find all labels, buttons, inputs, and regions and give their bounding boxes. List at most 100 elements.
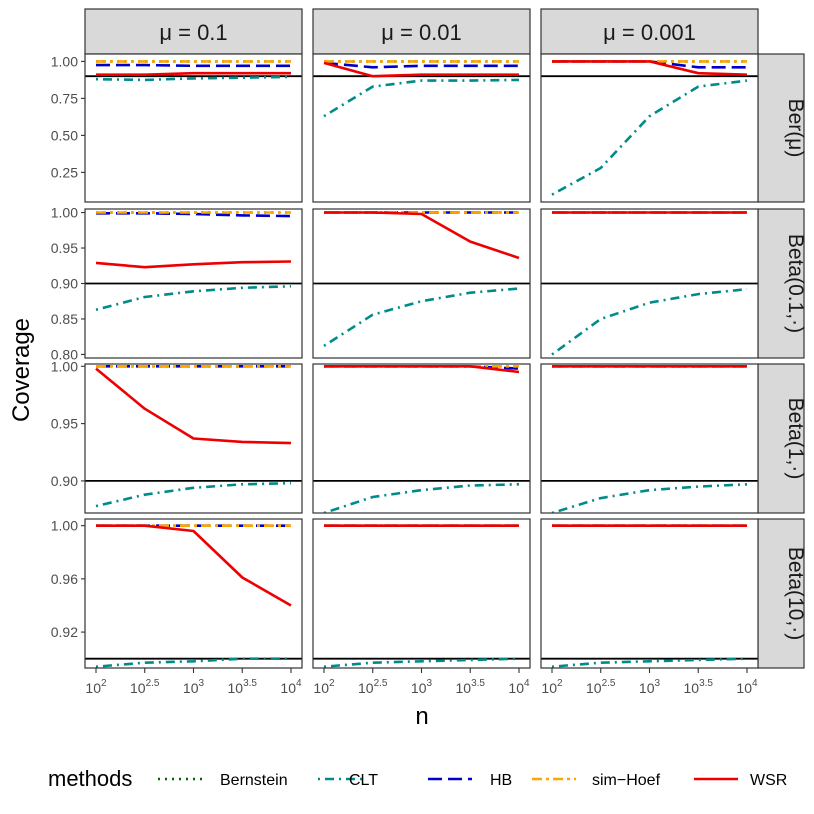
y-tick-label: 1.00 [51, 358, 78, 374]
y-tick-label: 0.90 [51, 473, 78, 489]
panel-border [540, 53, 759, 203]
panel [84, 363, 303, 514]
y-axis: 0.92 0.96 1.00 [51, 518, 85, 640]
x-tick-label: 103.5 [684, 678, 714, 696]
row-strip: Beta(0.1,·) [757, 208, 807, 359]
series-line-wsr [324, 211, 520, 260]
row-strip: Beta(1,·) [757, 363, 807, 514]
x-tick-label: 102.5 [358, 678, 388, 696]
y-tick-label: 0.96 [51, 571, 78, 587]
panel-background [313, 364, 530, 513]
panel [312, 208, 531, 359]
row-strip: Beta(10,·) [757, 518, 807, 669]
panel [540, 53, 759, 203]
series-line-clt [95, 285, 292, 312]
y-tick-label: 0.50 [51, 127, 78, 143]
y-tick-label: 1.00 [51, 53, 78, 69]
panel-background [541, 54, 758, 202]
column-strip: μ = 0.01 [312, 8, 531, 55]
panel [84, 518, 303, 669]
row-strip: Ber(μ) [757, 53, 807, 203]
x-tick-label: 103 [183, 678, 205, 696]
panel [312, 53, 531, 203]
legend-title: methods [48, 766, 132, 791]
row-strip-label: Beta(10,·) [784, 547, 807, 640]
panel-grid: μ = 0.1 μ = 0.01 μ = 0.001 Ber(μ) Beta(0.1,·… [51, 8, 807, 696]
column-strip-label: μ = 0.001 [603, 20, 696, 45]
legend-label: CLT [349, 772, 378, 789]
series-line-clt [551, 483, 748, 513]
panel-background [85, 519, 302, 668]
panel-border [84, 53, 303, 203]
series-line-wsr [96, 71, 291, 76]
y-tick-label: 0.25 [51, 164, 78, 180]
series-line-clt [95, 75, 292, 82]
panel-border [312, 53, 531, 203]
x-tick-label: 103 [411, 678, 433, 696]
panel [312, 518, 531, 669]
y-axis: 0.25 0.50 0.75 1.00 [51, 53, 85, 180]
y-tick-label: 1.00 [51, 205, 78, 221]
y-axis-title: Coverage [8, 318, 35, 422]
series-line-hb [96, 212, 292, 218]
legend-item: Bernstein [158, 772, 288, 789]
y-tick-label: 0.85 [51, 311, 78, 327]
series-line-wsr [95, 367, 292, 445]
y-axis: 0.90 0.95 1.00 [51, 358, 85, 489]
panel-border [540, 208, 759, 359]
panel-background [313, 519, 530, 668]
legend-label: HB [490, 772, 512, 789]
series-line-clt [551, 79, 748, 196]
panel-border [84, 363, 303, 514]
row-strip-label: Ber(μ) [784, 99, 807, 158]
x-tick-label: 104 [508, 678, 530, 696]
y-tick-label: 0.90 [51, 276, 78, 292]
x-axis: 102 102.5 103 103.5 104 [313, 668, 530, 696]
x-tick-label: 102 [313, 678, 335, 696]
panel-border [312, 363, 531, 514]
x-tick-label: 104 [736, 678, 758, 696]
x-axis: 102 102.5 103 103.5 104 [541, 668, 758, 696]
panel-border [312, 208, 531, 359]
series-line-clt [323, 483, 520, 513]
panel-border [84, 208, 303, 359]
y-tick-label: 0.75 [51, 90, 78, 106]
series-line-wsr [552, 60, 748, 76]
panel-background [541, 364, 758, 513]
x-tick-label: 102 [85, 678, 107, 696]
y-tick-label: 0.95 [51, 416, 78, 432]
column-strip-label: μ = 0.1 [159, 20, 227, 45]
y-tick-label: 0.92 [51, 624, 78, 640]
legend-item: sim−Hoef [532, 772, 661, 789]
panel-background [313, 54, 530, 202]
panel [540, 518, 759, 669]
series-line-wsr [96, 524, 292, 607]
legend-label: WSR [750, 772, 787, 789]
x-tick-label: 103 [639, 678, 661, 696]
x-axis: 102 102.5 103 103.5 104 [85, 668, 302, 696]
panel [312, 363, 531, 514]
legend-label: sim−Hoef [592, 772, 661, 789]
legend-item: CLT [318, 772, 378, 789]
y-tick-label: 0.95 [51, 240, 78, 256]
column-strip: μ = 0.001 [540, 8, 759, 55]
x-tick-label: 103.5 [228, 678, 258, 696]
row-strip-label: Beta(1,·) [784, 398, 807, 480]
x-tick-label: 102 [541, 678, 563, 696]
y-tick-label: 1.00 [51, 518, 78, 534]
series-line-wsr [95, 260, 292, 269]
series-line-clt [95, 657, 291, 668]
column-strip: μ = 0.1 [84, 8, 303, 55]
y-tick-label: 0.80 [51, 346, 78, 362]
x-axis-title: n [415, 703, 428, 730]
panel [540, 363, 759, 514]
x-tick-label: 104 [280, 678, 302, 696]
series-line-clt [95, 481, 292, 508]
series-line-hb [96, 63, 291, 68]
legend: methods Bernstein CLT HB sim−Hoef WSR [48, 766, 787, 791]
legend-items: Bernstein CLT HB sim−Hoef WSR [158, 772, 787, 789]
x-tick-label: 103.5 [456, 678, 486, 696]
panel [540, 208, 759, 359]
legend-label: Bernstein [220, 772, 288, 789]
legend-item: WSR [694, 772, 787, 789]
